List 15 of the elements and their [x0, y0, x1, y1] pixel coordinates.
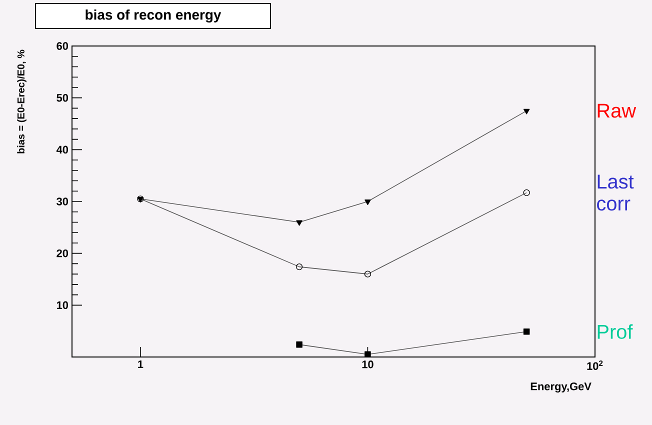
y-tick-label: 20	[56, 249, 68, 258]
x-tick-label: 1	[138, 360, 144, 368]
y-tick-label: 50	[56, 94, 68, 102]
text: Last corr	[597, 174, 634, 211]
y-axis-title: bias = (E0-Erec)/E0, %	[17, 50, 26, 154]
y-tick-label: 30	[56, 198, 68, 206]
y-tick-label: 10	[56, 301, 68, 310]
x-axis-title: Energy,GeV	[530, 382, 592, 392]
y-tick-label: 60	[56, 42, 68, 50]
chart-title: bias of recon energy	[86, 9, 222, 23]
y-tick-label: 40	[56, 146, 68, 154]
text: Prof	[598, 324, 633, 339]
text: Raw	[598, 104, 636, 118]
x-tick-label: 10$^{2}$	[587, 360, 603, 370]
x-tick-label: 10	[362, 360, 374, 368]
